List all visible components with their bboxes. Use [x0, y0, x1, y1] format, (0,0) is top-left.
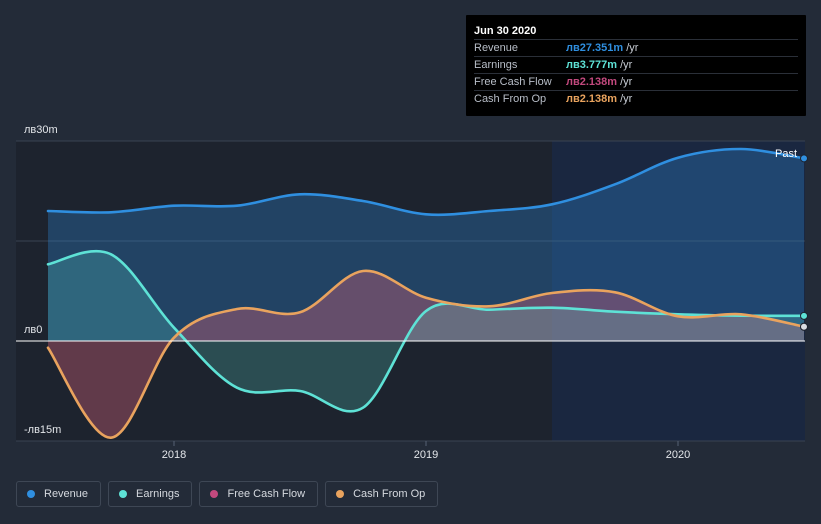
tooltip-label: Revenue	[474, 42, 519, 54]
tooltip-unit: /yr	[620, 93, 633, 105]
series-end-marker	[800, 154, 808, 163]
legend-label: Cash From Op	[353, 488, 426, 500]
legend-dot-icon	[210, 490, 219, 498]
tooltip-date: Jun 30 2020	[474, 25, 537, 37]
tooltip-row-cash-from-op: Cash From Op лв2.138m /yr	[474, 90, 798, 107]
legend-item-earnings[interactable]: Earnings	[108, 481, 193, 507]
past-label: Past	[775, 148, 797, 160]
y-tick-label: лв30m	[24, 124, 58, 136]
tooltip-unit: /yr	[620, 59, 633, 71]
legend-item-free-cash-flow[interactable]: Free Cash Flow	[199, 481, 319, 507]
legend-label: Earnings	[136, 488, 180, 500]
series-line-cash-from-op	[46, 269, 806, 440]
tooltip-value: лв2.138m	[566, 93, 618, 105]
series-area-earnings	[48, 251, 804, 412]
tooltip-label: Free Cash Flow	[474, 76, 552, 88]
legend-dot-icon	[119, 490, 128, 498]
tooltip-label: Earnings	[474, 59, 518, 71]
series-end-marker	[800, 322, 808, 331]
legend-dot-icon	[27, 490, 35, 498]
tooltip-row-free-cash-flow: Free Cash Flow лв2.138m /yr	[474, 73, 798, 90]
tooltip-unit: /yr	[620, 76, 633, 88]
y-tick-label: -лв15m	[24, 424, 61, 436]
tooltip-value: лв2.138m	[566, 76, 618, 88]
tooltip-value: лв3.777m	[566, 59, 618, 71]
tooltip: Jun 30 2020 Revenue лв27.351m /yr Earnin…	[466, 15, 806, 116]
x-tick-label: 2020	[666, 449, 690, 461]
legend-item-cash-from-op[interactable]: Cash From Op	[325, 481, 439, 507]
tooltip-row-revenue: Revenue лв27.351m /yr	[474, 39, 798, 56]
legend-dot-icon	[336, 490, 345, 498]
tooltip-row-earnings: Earnings лв3.777m /yr	[474, 56, 798, 73]
x-tick-label: 2019	[414, 449, 438, 461]
tooltip-value: лв27.351m	[566, 42, 624, 54]
series-line-revenue	[46, 147, 806, 217]
legend-label: Free Cash Flow	[227, 488, 306, 500]
legend-item-revenue[interactable]: Revenue	[16, 481, 102, 507]
tooltip-label: Cash From Op	[474, 93, 547, 105]
x-tick-label: 2018	[162, 449, 186, 461]
tooltip-unit: /yr	[626, 42, 639, 54]
y-tick-label: лв0	[24, 324, 42, 336]
series-end-marker	[800, 311, 808, 320]
legend-label: Revenue	[44, 488, 89, 500]
legend: Revenue Earnings Free Cash Flow Cash Fro…	[16, 481, 445, 507]
